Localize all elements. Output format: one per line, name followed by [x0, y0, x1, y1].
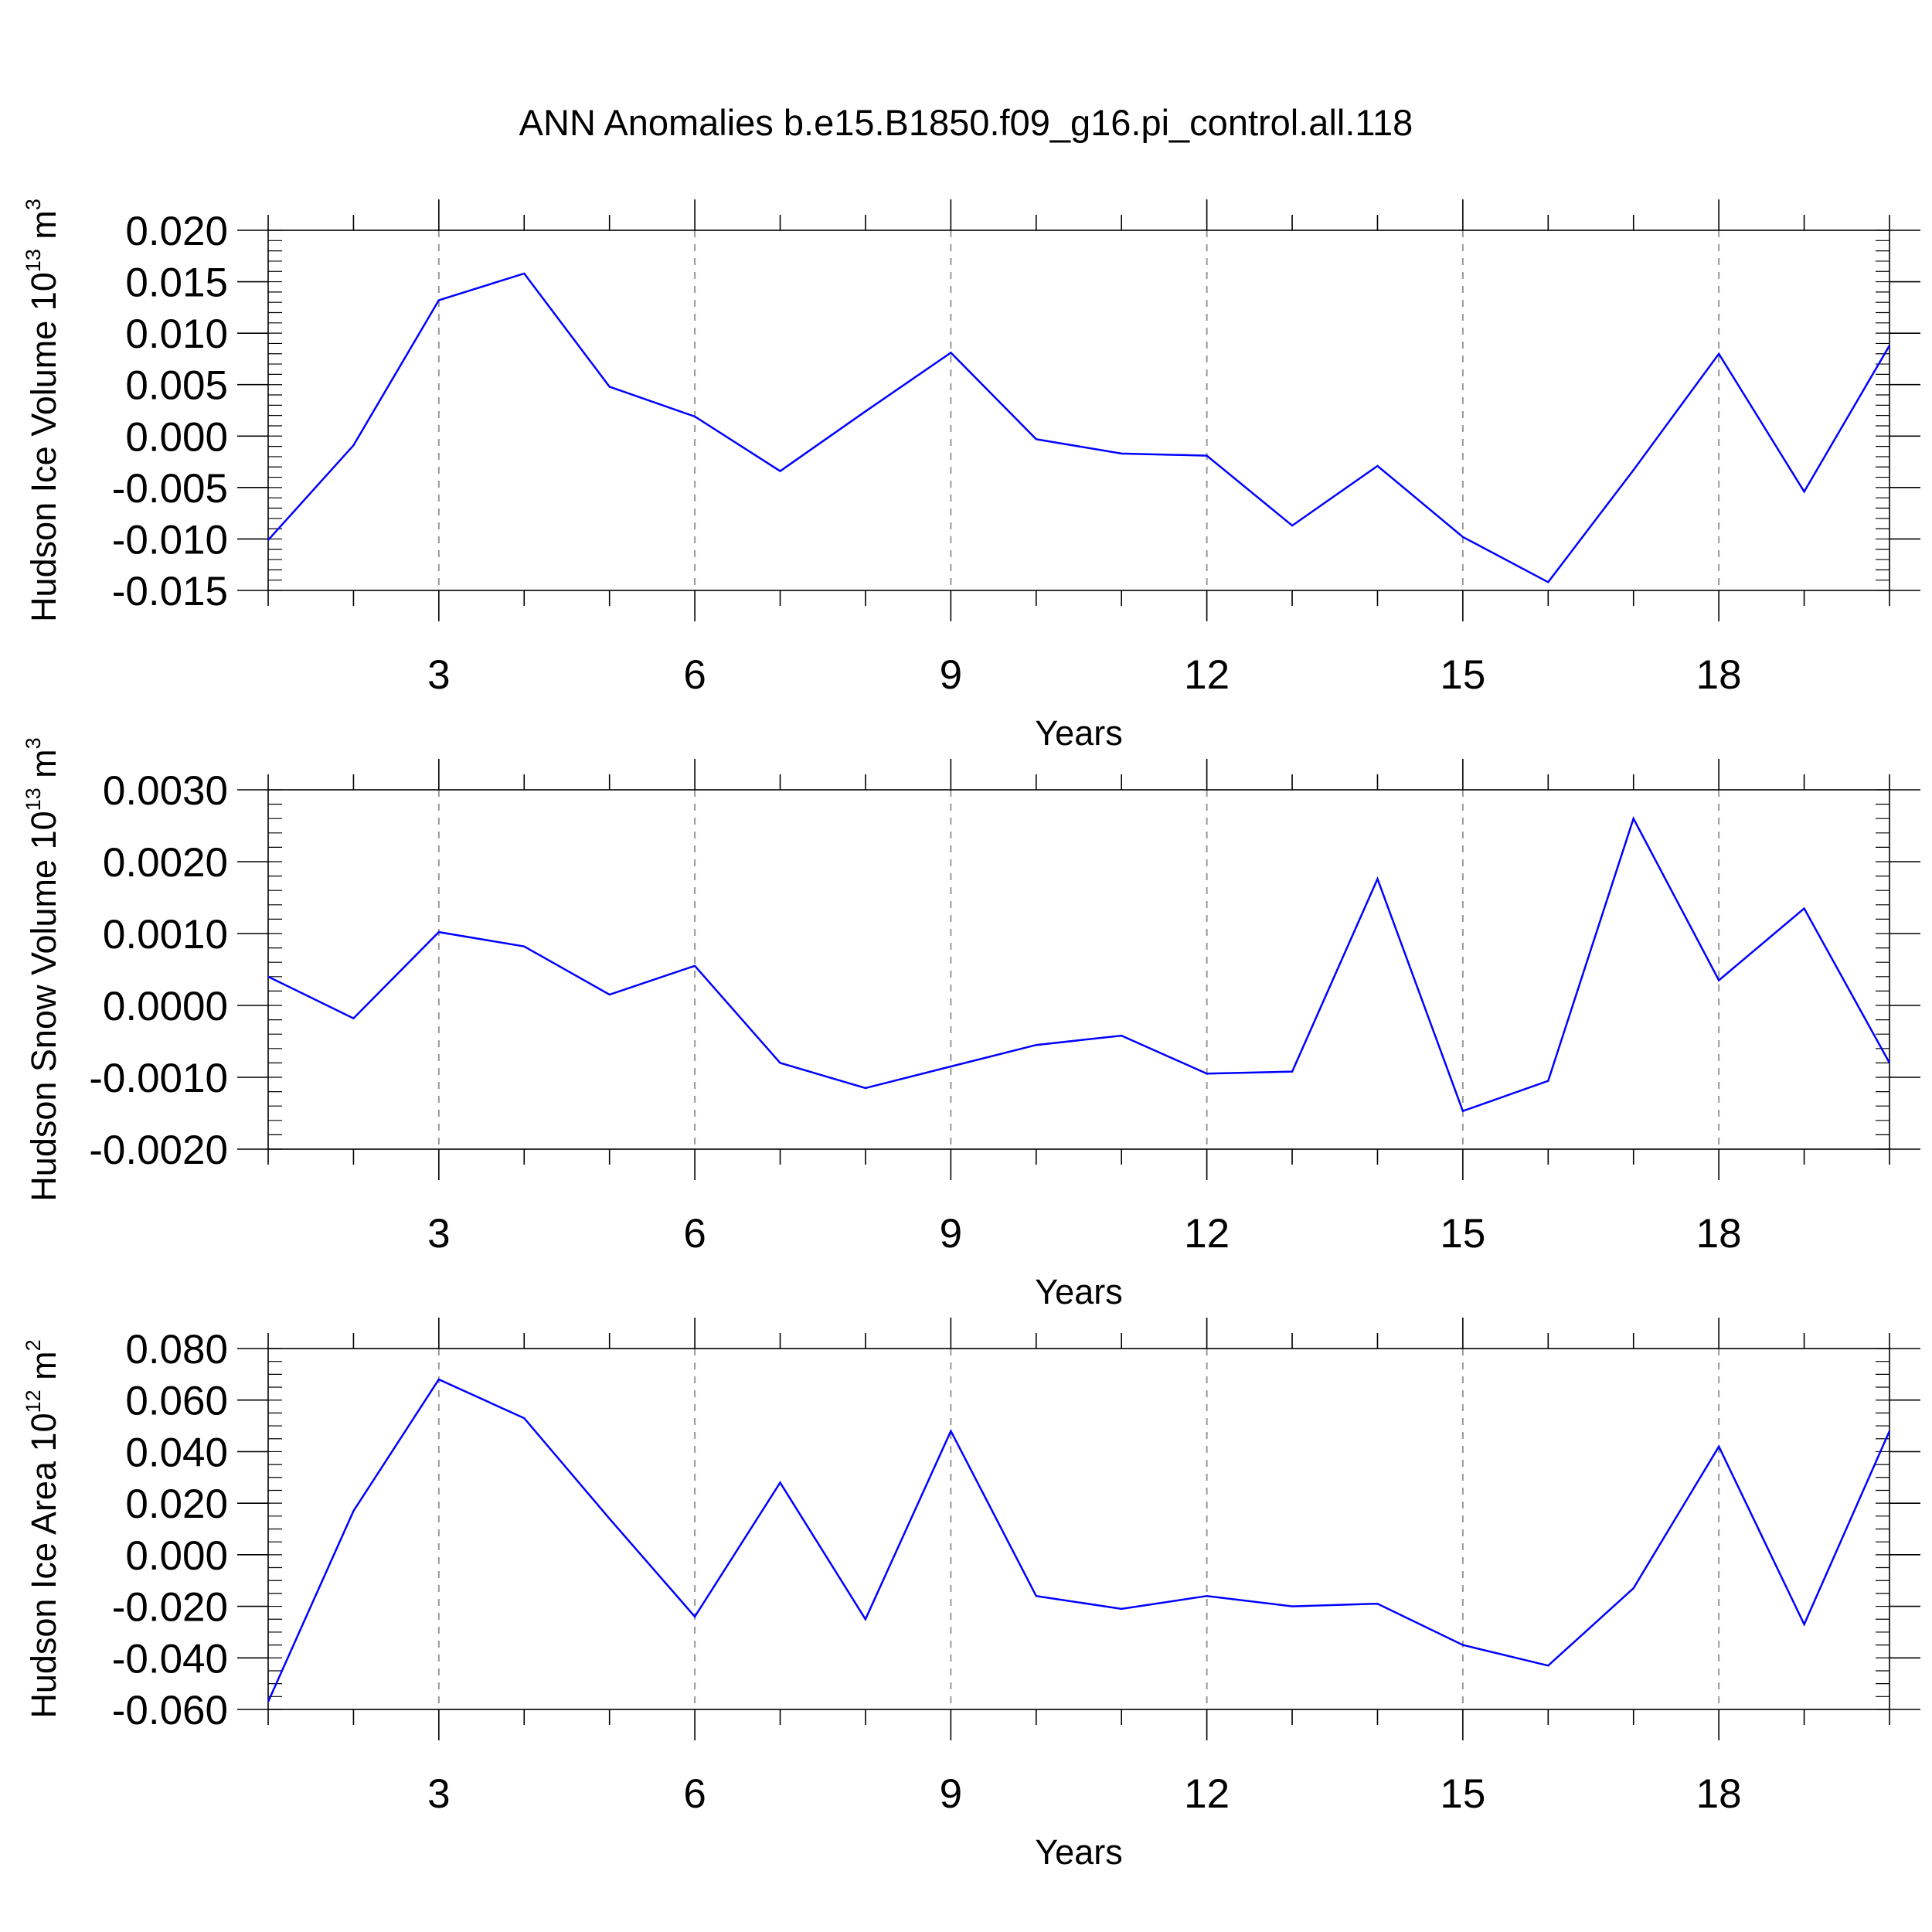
chart-panel-3: -0.060 -0.040 -0.020 0.000 0.020 0.040 0.060 0.… [22, 1318, 1920, 1872]
y-tick-label: -0.0010 [89, 1056, 228, 1101]
x-axis-title: Years [1035, 1832, 1122, 1872]
y-tick-label: -0.020 [112, 1585, 228, 1631]
y-tick-label: 0.000 [125, 1533, 228, 1579]
x-tick-label: 15 [1440, 1771, 1485, 1817]
y-axis-title: Hudson Ice Area 1012 m2 [22, 1339, 63, 1718]
x-tick-label: 18 [1696, 652, 1742, 698]
y-axis-title-tail: m [24, 1351, 63, 1389]
y-tick-label: -0.0020 [89, 1128, 228, 1173]
x-tick-label: 6 [683, 652, 706, 698]
y-axis-title-unit-sup: 3 [22, 737, 45, 749]
x-axis-title: Years [1035, 1272, 1122, 1311]
x-tick-label: 18 [1696, 1211, 1742, 1257]
y-tick-label: 0.0000 [103, 984, 228, 1029]
y-tick-label: 0.0010 [103, 912, 228, 957]
y-axis-title-tail: m [24, 749, 63, 787]
chart-panel-1: -0.015 -0.010 -0.005 0.000 0.005 0.010 0.015 0.… [22, 199, 1920, 753]
y-tick-label: 0.080 [125, 1327, 228, 1372]
y-tick-label: 0.005 [125, 363, 228, 409]
x-tick-label: 3 [427, 1211, 450, 1257]
y-axis-title-unit-sup: 2 [22, 1339, 45, 1351]
y-tick-label: 0.040 [125, 1430, 228, 1475]
series-line [267, 272, 1891, 583]
x-tick-label: 3 [427, 1771, 450, 1817]
y-axis-title-main: Hudson Snow Volume 10 [24, 811, 63, 1201]
y-tick-label: 0.060 [125, 1379, 228, 1424]
x-tick-label: 12 [1184, 1771, 1230, 1817]
y-tick-label: -0.010 [112, 517, 228, 563]
x-tick-label: 6 [683, 1771, 706, 1817]
plot-frame [267, 789, 1890, 1150]
x-tick-label: 9 [940, 1211, 962, 1257]
y-tick-label: -0.005 [112, 466, 228, 512]
y-tick-label: 0.0020 [103, 840, 228, 886]
y-axis-title-tail: m [24, 210, 63, 249]
chart-panel-2: -0.0020 -0.0010 0.0000 0.0010 0.0020 0.0030 3 6… [22, 737, 1920, 1311]
y-tick-label: 0.0030 [103, 768, 228, 814]
x-tick-label: 15 [1440, 652, 1485, 698]
figure-title: ANN Anomalies b.e15.B1850.f09_g16.pi_con… [519, 102, 1413, 143]
series-line [267, 816, 1891, 1113]
x-tick-label: 18 [1696, 1771, 1742, 1817]
x-axis-title: Years [1035, 713, 1122, 753]
y-axis-title: Hudson Ice Volume 1013 m3 [22, 199, 63, 622]
y-tick-label: -0.060 [112, 1688, 228, 1733]
y-tick-label: 0.020 [125, 209, 228, 254]
plot-frame [267, 230, 1890, 591]
y-axis-title-sup: 12 [22, 1389, 45, 1413]
y-tick-label: -0.040 [112, 1636, 228, 1682]
x-tick-label: 3 [427, 652, 450, 698]
y-axis-title-sup: 13 [22, 787, 45, 811]
y-axis-title-main: Hudson Ice Volume 10 [24, 272, 63, 622]
y-axis-title-main: Hudson Ice Area 10 [24, 1413, 63, 1718]
y-tick-label: -0.015 [112, 569, 228, 614]
x-tick-label: 12 [1184, 1211, 1230, 1257]
y-axis-title-unit-sup: 3 [22, 199, 45, 210]
y-axis-title: Hudson Snow Volume 1013 m3 [22, 737, 63, 1201]
x-tick-label: 9 [940, 652, 962, 698]
x-tick-label: 12 [1184, 652, 1230, 698]
x-tick-label: 15 [1440, 1211, 1485, 1257]
y-tick-label: 0.010 [125, 311, 228, 357]
x-tick-label: 6 [683, 1211, 706, 1257]
y-axis-title-sup: 13 [22, 249, 45, 272]
y-tick-label: 0.000 [125, 414, 228, 460]
x-tick-label: 9 [940, 1771, 962, 1817]
y-tick-label: 0.020 [125, 1481, 228, 1527]
y-tick-label: 0.015 [125, 260, 228, 306]
series-line [267, 1378, 1891, 1702]
